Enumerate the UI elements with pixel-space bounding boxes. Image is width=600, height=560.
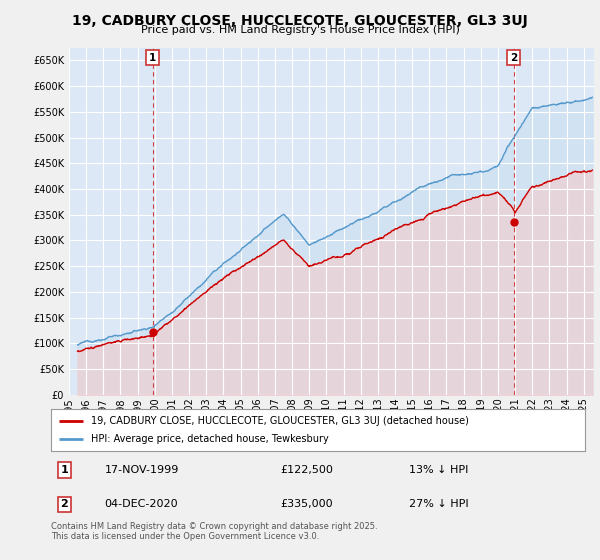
Text: 2: 2: [510, 53, 517, 63]
Text: HPI: Average price, detached house, Tewkesbury: HPI: Average price, detached house, Tewk…: [91, 434, 329, 444]
Text: 1: 1: [61, 465, 68, 475]
Text: 04-DEC-2020: 04-DEC-2020: [104, 500, 178, 509]
Text: 2: 2: [61, 500, 68, 509]
Text: 19, CADBURY CLOSE, HUCCLECOTE, GLOUCESTER, GL3 3UJ (detached house): 19, CADBURY CLOSE, HUCCLECOTE, GLOUCESTE…: [91, 416, 469, 426]
Text: 17-NOV-1999: 17-NOV-1999: [104, 465, 179, 475]
Text: Contains HM Land Registry data © Crown copyright and database right 2025.
This d: Contains HM Land Registry data © Crown c…: [51, 522, 377, 542]
Text: £335,000: £335,000: [281, 500, 333, 509]
Text: Price paid vs. HM Land Registry's House Price Index (HPI): Price paid vs. HM Land Registry's House …: [140, 25, 460, 35]
Text: 13% ↓ HPI: 13% ↓ HPI: [409, 465, 468, 475]
Text: 19, CADBURY CLOSE, HUCCLECOTE, GLOUCESTER, GL3 3UJ: 19, CADBURY CLOSE, HUCCLECOTE, GLOUCESTE…: [72, 14, 528, 28]
Text: 1: 1: [149, 53, 156, 63]
Text: 27% ↓ HPI: 27% ↓ HPI: [409, 500, 469, 509]
Text: £122,500: £122,500: [281, 465, 334, 475]
